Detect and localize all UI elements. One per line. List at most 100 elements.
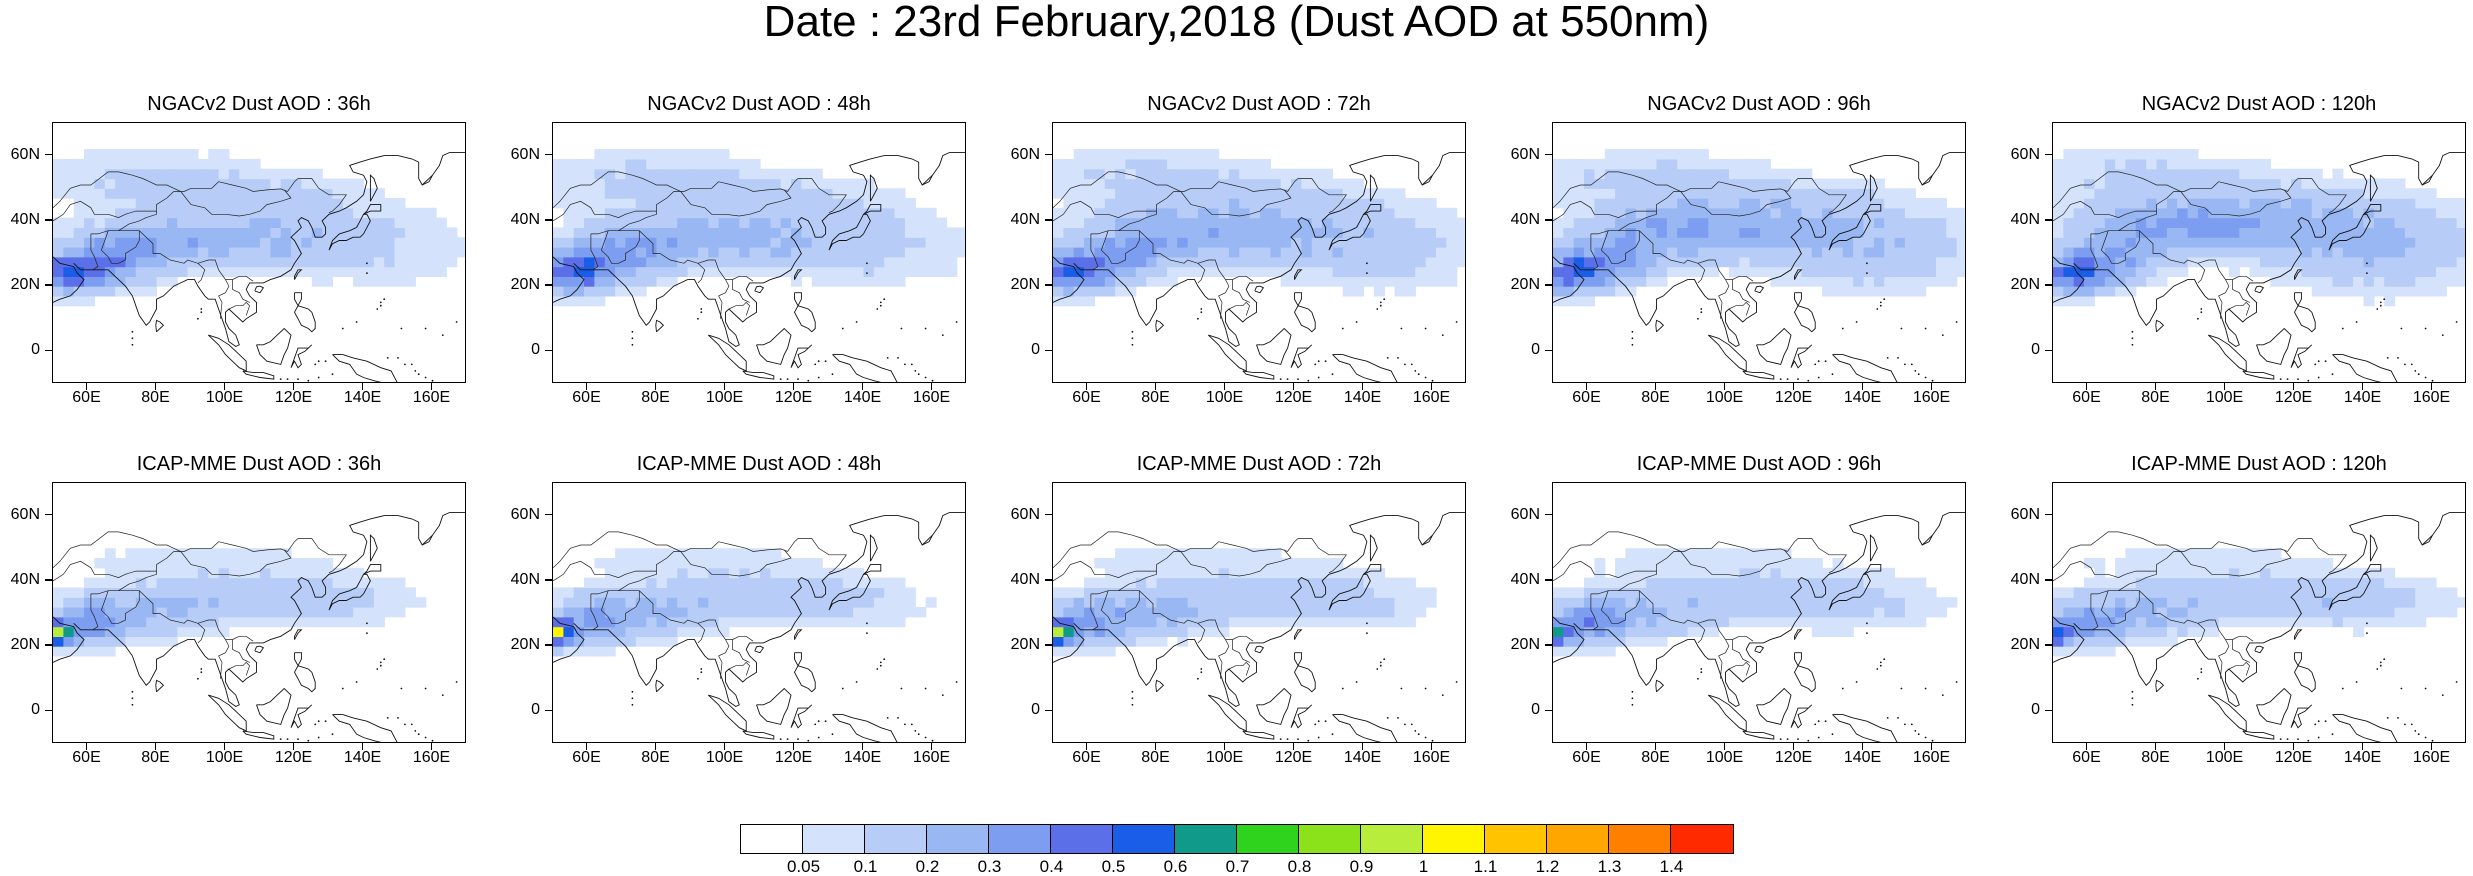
lat-tick-mark [2045, 709, 2052, 712]
lat-tick-mark [545, 644, 552, 646]
dust-aod-map [1553, 149, 1965, 382]
lat-tick-label: 20N [1510, 276, 1540, 294]
colorbar-label: 0.7 [1225, 857, 1250, 876]
dust-aod-map [2053, 511, 2465, 742]
lat-tick-label: 20N [10, 636, 40, 654]
lon-tick-mark [1792, 383, 1795, 390]
coastlines [2053, 151, 2465, 382]
dust-field [1053, 548, 1437, 657]
dust-field [2053, 149, 2465, 307]
dust-aod-map [1053, 149, 1465, 382]
lat-tick-label: 60N [1010, 145, 1040, 163]
lat-tick-label: 0 [2031, 701, 2040, 719]
lon-tick-label: 160E [912, 389, 951, 406]
dust-aod-map [2053, 149, 2465, 382]
lat-tick-mark [545, 284, 552, 286]
lon-tick-label: 160E [912, 749, 951, 766]
lat-tick-mark [45, 284, 52, 286]
lon-tick-mark [585, 743, 588, 750]
lon-tick-mark [2223, 383, 2226, 390]
map-frame [2052, 122, 2466, 383]
colorbar-label: 0.3 [977, 857, 1002, 876]
lat-tick-mark [1045, 513, 1052, 516]
lat-tick-mark [545, 579, 552, 581]
lon-tick-label: 140E [2343, 389, 2382, 406]
lon-tick-label: 60E [72, 749, 101, 766]
lon-tick-label: 140E [343, 749, 382, 766]
colorbar-swatch [1485, 825, 1547, 853]
lon-tick-mark [1585, 383, 1588, 390]
colorbar-swatch [927, 825, 989, 853]
lon-tick-mark [792, 383, 795, 390]
lat-tick-label: 40N [1510, 570, 1540, 588]
lon-tick-label: 160E [1412, 389, 1451, 406]
lon-tick-mark [1292, 743, 1295, 750]
lon-tick-mark [585, 383, 588, 390]
lon-tick-label: 120E [1774, 749, 1813, 766]
lat-tick-label: 0 [1031, 701, 1040, 719]
lon-tick-label: 60E [572, 749, 601, 766]
lon-tick-label: 100E [205, 389, 244, 406]
lon-tick-label: 160E [2412, 389, 2451, 406]
colorbar-swatch [1361, 825, 1423, 853]
lat-tick-mark [45, 513, 52, 516]
lon-tick-label: 60E [1072, 749, 1101, 766]
lat-tick-mark [1545, 579, 1552, 581]
lat-tick-label: 40N [1010, 210, 1040, 228]
lon-tick-label: 140E [1843, 749, 1882, 766]
panel-title: ICAP-MME Dust AOD : 120h [2131, 453, 2387, 475]
colorbar-label: 0.8 [1287, 857, 1312, 876]
lat-tick-label: 0 [531, 341, 540, 359]
colorbar-swatch [1547, 825, 1609, 853]
lon-tick-mark [223, 383, 226, 390]
lat-tick-label: 20N [1010, 636, 1040, 654]
colorbar-label: 0.4 [1039, 857, 1064, 876]
colorbar-swatch [1299, 825, 1361, 853]
colorbar-label: 0.5 [1101, 857, 1126, 876]
map-frame [552, 482, 966, 743]
lon-tick-mark [1154, 743, 1157, 750]
panel-title: NGACv2 Dust AOD : 120h [2141, 93, 2377, 115]
lon-tick-label: 120E [1274, 389, 1313, 406]
lat-tick-mark [2045, 349, 2052, 352]
coastlines [53, 511, 465, 742]
lon-tick-label: 100E [1205, 389, 1244, 406]
map-panel: ICAP-MME Dust AOD : 48h 0 20N 40N 60N 60E 80E 1… [511, 452, 966, 766]
lon-tick-mark [223, 743, 226, 750]
lat-tick-mark [2045, 513, 2052, 516]
colorbar-swatch [865, 825, 927, 853]
lon-tick-label: 80E [2141, 749, 2170, 766]
lon-tick-mark [1154, 383, 1157, 390]
lat-tick-mark [45, 349, 52, 352]
dust-aod-map [553, 511, 965, 742]
map-frame [552, 122, 966, 383]
map-panel: NGACv2 Dust AOD : 36h 0 20N 40N 60N 60E 80E 100… [11, 92, 466, 406]
panel-title: NGACv2 Dust AOD : 72h [1147, 93, 1371, 115]
lat-tick-label: 60N [2010, 145, 2040, 163]
lon-tick-mark [723, 383, 726, 390]
lon-tick-label: 140E [843, 749, 882, 766]
colorbar-label: 1.4 [1659, 857, 1684, 876]
panel-title: NGACv2 Dust AOD : 36h [147, 93, 371, 115]
lat-tick-label: 40N [2010, 210, 2040, 228]
lat-tick-label: 60N [2010, 505, 2040, 523]
map-panel: ICAP-MME Dust AOD : 120h 0 20N 40N 60N 60E 80E… [2011, 452, 2466, 766]
colorbar-swatch [1175, 825, 1237, 853]
lon-tick-label: 160E [1912, 749, 1951, 766]
lat-tick-mark [45, 219, 52, 221]
lon-tick-mark [1430, 383, 1433, 390]
lat-tick-label: 40N [510, 210, 540, 228]
lon-tick-label: 120E [274, 389, 313, 406]
coastlines [553, 151, 965, 382]
lon-tick-mark [930, 743, 933, 750]
lat-tick-label: 40N [2010, 570, 2040, 588]
dust-field [2053, 548, 2465, 657]
lon-tick-mark [2361, 383, 2364, 390]
lon-tick-label: 100E [705, 749, 744, 766]
lon-tick-label: 100E [1705, 389, 1744, 406]
lat-tick-label: 20N [1510, 636, 1540, 654]
lon-tick-mark [1223, 383, 1226, 390]
lat-tick-mark [1045, 644, 1052, 646]
map-panel: ICAP-MME Dust AOD : 96h 0 20N 40N 60N 60E 80E 1… [1511, 452, 1966, 766]
lon-tick-mark [861, 383, 864, 390]
